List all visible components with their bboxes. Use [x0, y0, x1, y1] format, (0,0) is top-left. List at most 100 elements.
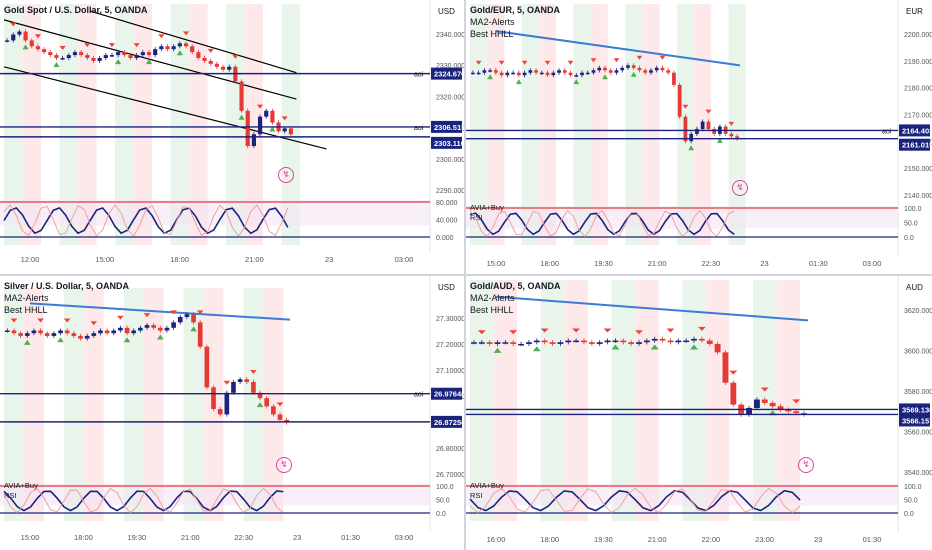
rsi-band: [466, 484, 898, 506]
chart-svg[interactable]: USD27.3000027.2000027.1000027.0000026.90…: [0, 276, 464, 550]
candle-body: [134, 55, 139, 58]
sell-signal-arrow: [158, 34, 165, 39]
session-zone: [226, 4, 245, 245]
buy-signal-arrow: [57, 337, 64, 343]
indicator-best-hhll[interactable]: Best HHLL: [4, 305, 48, 315]
buy-signal-arrow: [190, 326, 197, 332]
indicator-ma2-alerts[interactable]: MA2-Alerts: [470, 17, 515, 27]
rsi-line: [3, 206, 289, 235]
session-zone: [244, 4, 264, 245]
candle-body: [214, 63, 219, 67]
candle-body: [471, 72, 475, 75]
trend-channel-line[interactable]: [3, 66, 327, 150]
indicator-best-hhll[interactable]: Best HHLL: [470, 29, 514, 39]
session-zone: [59, 4, 79, 245]
chart-svg[interactable]: EUR2200.0002190.0002180.0002170.0002160.…: [466, 0, 932, 274]
trend-channel-line[interactable]: [89, 10, 297, 74]
sell-signal-arrow: [603, 328, 612, 333]
osc-tick-label: 50.0: [436, 498, 450, 505]
chart-pane-gold-aud[interactable]: AUD 3620.000 3600.000 3580.000 3560.000 3540.…: [466, 276, 932, 550]
price-tick-label: 2170.000: [904, 113, 932, 120]
candles[interactable]: [471, 326, 807, 417]
candle-body: [91, 58, 96, 61]
sell-signal-arrow: [223, 380, 231, 385]
candle-body: [551, 72, 556, 76]
pane-divider-horizontal[interactable]: [0, 274, 932, 276]
buy-signal-arrow: [717, 137, 723, 143]
avia-line: [469, 209, 735, 238]
sell-signal-arrow: [10, 318, 18, 323]
session-zone: [590, 4, 608, 245]
time-tick-label: 18:00: [540, 259, 559, 268]
oscillator-pane[interactable]: 80.000 40.000 0.000: [0, 200, 458, 242]
candle-body: [518, 343, 525, 346]
price-label: 3566.157: [902, 416, 932, 425]
candle-body: [24, 333, 30, 336]
candles[interactable]: [471, 55, 739, 151]
trend-channel-line[interactable]: [3, 19, 297, 100]
candle-body: [171, 322, 176, 328]
candle-body: [565, 340, 572, 343]
candle-body: [264, 398, 270, 407]
candle-body: [237, 379, 243, 382]
candle-body: [604, 340, 611, 343]
indicator-best-hhll[interactable]: Best HHLL: [470, 305, 514, 315]
osc-tick-label: 0.0: [436, 511, 446, 518]
time-tick-label: 19:30: [127, 533, 146, 542]
candle-body: [197, 322, 203, 347]
candle-body: [494, 342, 501, 344]
candle-body: [44, 333, 50, 336]
candle-body: [257, 392, 263, 399]
candle-body: [104, 330, 110, 334]
candle-body: [202, 58, 207, 61]
candle-body: [17, 31, 22, 35]
price-tick-label: 2200.000: [904, 32, 932, 39]
chart-svg[interactable]: USD2340.0002330.0002320.0002310.0002300.…: [0, 0, 464, 274]
osc-tick-label: 0.0: [904, 235, 914, 242]
indicator-ma2-alerts[interactable]: MA2-Alerts: [470, 293, 515, 303]
alert-clock-icon[interactable]: ↯: [798, 457, 814, 473]
buy-signal-arrow: [493, 347, 502, 353]
session-zone: [170, 4, 190, 245]
candle-body: [146, 52, 152, 56]
time-tick-label: 18:00: [170, 255, 189, 264]
session-zone: [133, 4, 153, 245]
alert-clock-icon[interactable]: ↯: [278, 167, 294, 183]
sell-signal-arrow: [143, 313, 151, 318]
session-zone: [163, 288, 184, 521]
candle-body: [573, 340, 580, 343]
candle-body: [85, 55, 90, 58]
chart-pane-gold-eur[interactable]: EUR2200.0002190.0002180.0002170.0002160.…: [466, 0, 932, 274]
session-zone: [4, 4, 23, 245]
chart-title: Gold Spot / U.S. Dollar, 5, OANDA: [4, 5, 148, 15]
indicator-ma2-alerts[interactable]: MA2-Alerts: [4, 293, 49, 303]
candle-body: [620, 67, 625, 71]
alert-clock-icon[interactable]: ↯: [732, 180, 748, 196]
chart-pane-gold-usd[interactable]: USD2340.0002330.0002320.0002310.0002300.…: [0, 0, 464, 274]
avia-line: [469, 487, 801, 514]
session-zone: [23, 288, 44, 521]
osc-tick-label: 100.0: [436, 484, 454, 491]
candle-body: [118, 327, 123, 331]
chart-pane-silver-usd[interactable]: USD27.3000027.2000027.1000027.0000026.90…: [0, 276, 464, 550]
candles[interactable]: [5, 310, 289, 425]
time-tick-label: 22:30: [234, 533, 253, 542]
candle-body: [683, 116, 688, 142]
candle-body: [596, 342, 603, 344]
candle-body: [111, 330, 117, 334]
chart-svg[interactable]: AUD 3620.000 3600.000 3580.000 3560.000 3540.…: [466, 276, 932, 550]
sell-signal-arrow: [281, 116, 288, 121]
buy-signal-arrow: [532, 346, 541, 352]
session-zone: [189, 4, 208, 245]
time-tick-label: 23:00: [755, 535, 774, 544]
buy-signal-arrow: [630, 71, 637, 77]
candle-body: [157, 327, 163, 331]
alert-clock-icon[interactable]: ↯: [276, 457, 292, 473]
candle-body: [48, 52, 53, 56]
candle-body: [64, 330, 70, 334]
buy-signal-arrow: [53, 62, 60, 67]
sell-signal-arrow: [117, 315, 124, 320]
